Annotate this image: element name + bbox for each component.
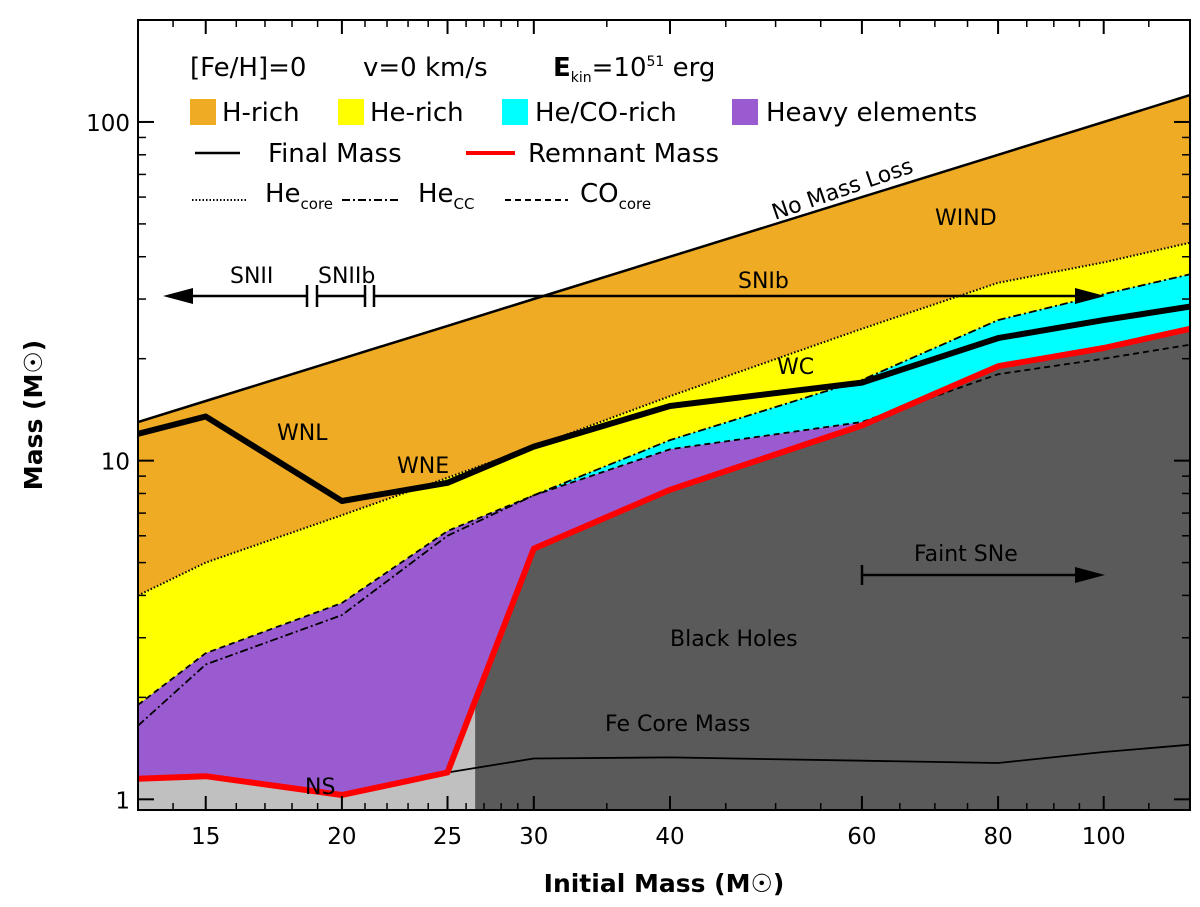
x-tick-label: 60 — [847, 824, 876, 850]
y-tick-label: 100 — [86, 111, 130, 137]
annotation-black-holes: Black Holes — [670, 627, 798, 652]
legend-swatch-heavy — [732, 99, 758, 125]
snib-arrowhead — [1075, 288, 1105, 304]
region-heco-rich — [138, 274, 1190, 726]
legend-label-co-core: COcore — [580, 179, 651, 213]
legend-label-heco-rich: He/CO-rich — [535, 98, 677, 128]
line-co-core — [138, 343, 1190, 706]
x-tick-label: 30 — [519, 824, 548, 850]
x-tick-label: 40 — [655, 824, 684, 850]
faint-sne-arrowhead — [1075, 567, 1105, 583]
annotation-ns: NS — [305, 775, 335, 800]
annotation-snii: SNII — [230, 264, 273, 289]
line-he-core — [138, 241, 1190, 597]
legend-label-he-core: Hecore — [265, 179, 333, 213]
y-axis-title: Mass (M☉) — [19, 340, 48, 490]
line-layer — [138, 93, 1190, 798]
annotation-wnl: WNL — [277, 421, 328, 446]
region-h-rich — [138, 95, 1190, 596]
snii-arrowhead — [163, 288, 193, 304]
legend-label-he-cc: HeCC — [418, 179, 475, 213]
header-ekin: Ekin=1051 erg — [553, 53, 715, 86]
x-tick-label: 15 — [191, 824, 220, 850]
x-tick-label: 80 — [983, 824, 1012, 850]
arrows — [163, 285, 1105, 585]
annotation-wc: WC — [777, 355, 814, 380]
legend-label-heavy: Heavy elements — [766, 98, 977, 128]
legend-label-he-rich: He-rich — [370, 98, 464, 128]
legend-label-remnant-mass: Remnant Mass — [528, 139, 719, 169]
header-velocity: v=0 km/s — [363, 53, 488, 83]
line-he-cc — [138, 273, 1190, 727]
region-black-holes — [475, 328, 1190, 810]
annotation-faint-sne: Faint SNe — [914, 542, 1018, 567]
annotation-wne: WNE — [397, 454, 449, 479]
annotation-fe-core-mass: Fe Core Mass — [605, 712, 750, 737]
axis-ticks: 15 20 25 30 40 60 80 100 1 10 100 — [86, 19, 1191, 850]
legend-swatch-h-rich — [190, 99, 216, 125]
region-neutron-stars — [138, 700, 476, 810]
chart-header: [Fe/H]=0 v=0 km/s Ekin=1051 erg — [190, 53, 715, 86]
y-tick-label: 1 — [115, 788, 130, 814]
annotation-snib: SNIb — [738, 269, 789, 294]
plot-frame — [137, 19, 1191, 811]
region-heavy-elements — [138, 328, 1190, 795]
annotation-sniib: SNIIb — [318, 264, 375, 289]
annotation-wind: WIND — [935, 206, 997, 231]
x-axis-title: Initial Mass (M☉) — [544, 869, 785, 898]
x-tick-label: 100 — [1082, 824, 1126, 850]
legend-swatch-heco-rich — [502, 99, 528, 125]
legend-label-final-mass: Final Mass — [268, 139, 402, 169]
y-tick-label: 10 — [101, 450, 130, 476]
header-feh: [Fe/H]=0 — [190, 53, 306, 83]
line-fe-core-mass — [447, 743, 1190, 774]
x-tick-label: 25 — [433, 824, 462, 850]
legend: H-rich He-rich He/CO-rich Heavy elements… — [190, 98, 977, 213]
line-remnant-mass — [138, 325, 1190, 798]
line-final-mass — [138, 303, 1190, 504]
x-tick-label: 20 — [327, 824, 356, 850]
legend-label-h-rich: H-rich — [222, 98, 300, 128]
line-no-mass-loss — [138, 93, 1190, 424]
legend-swatch-he-rich — [338, 99, 364, 125]
